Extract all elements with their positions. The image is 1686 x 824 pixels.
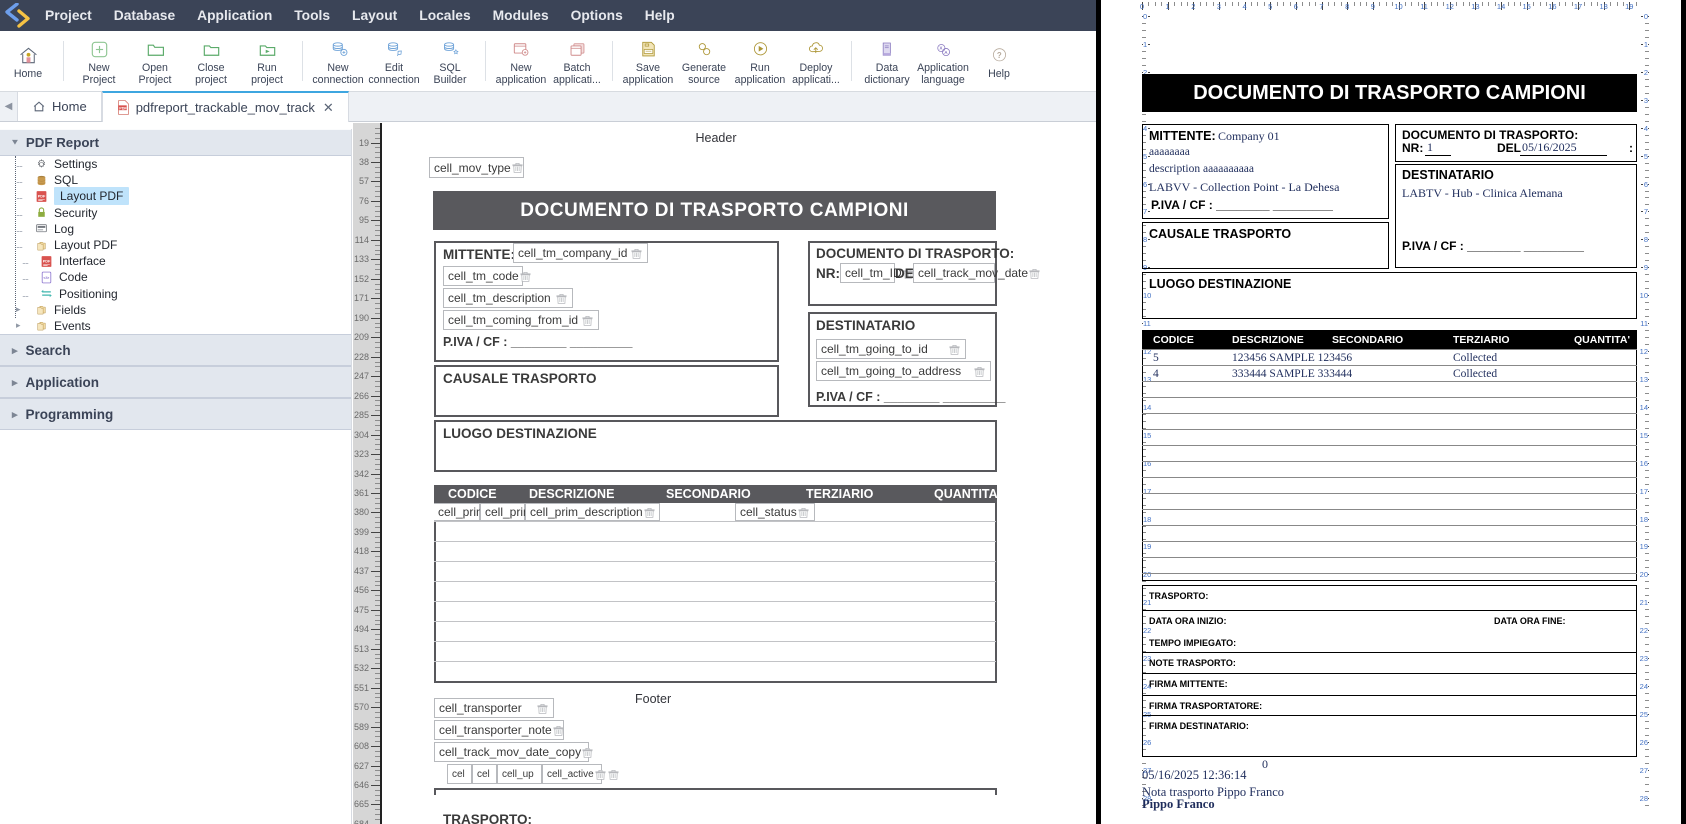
svg-text:?: ? — [996, 51, 1001, 60]
svg-text:PDF: PDF — [43, 259, 51, 263]
svg-text:</>: </> — [43, 275, 49, 280]
svg-text:PDF: PDF — [119, 106, 127, 110]
svg-text:PDF: PDF — [38, 195, 46, 199]
svg-text:A: A — [944, 50, 948, 55]
